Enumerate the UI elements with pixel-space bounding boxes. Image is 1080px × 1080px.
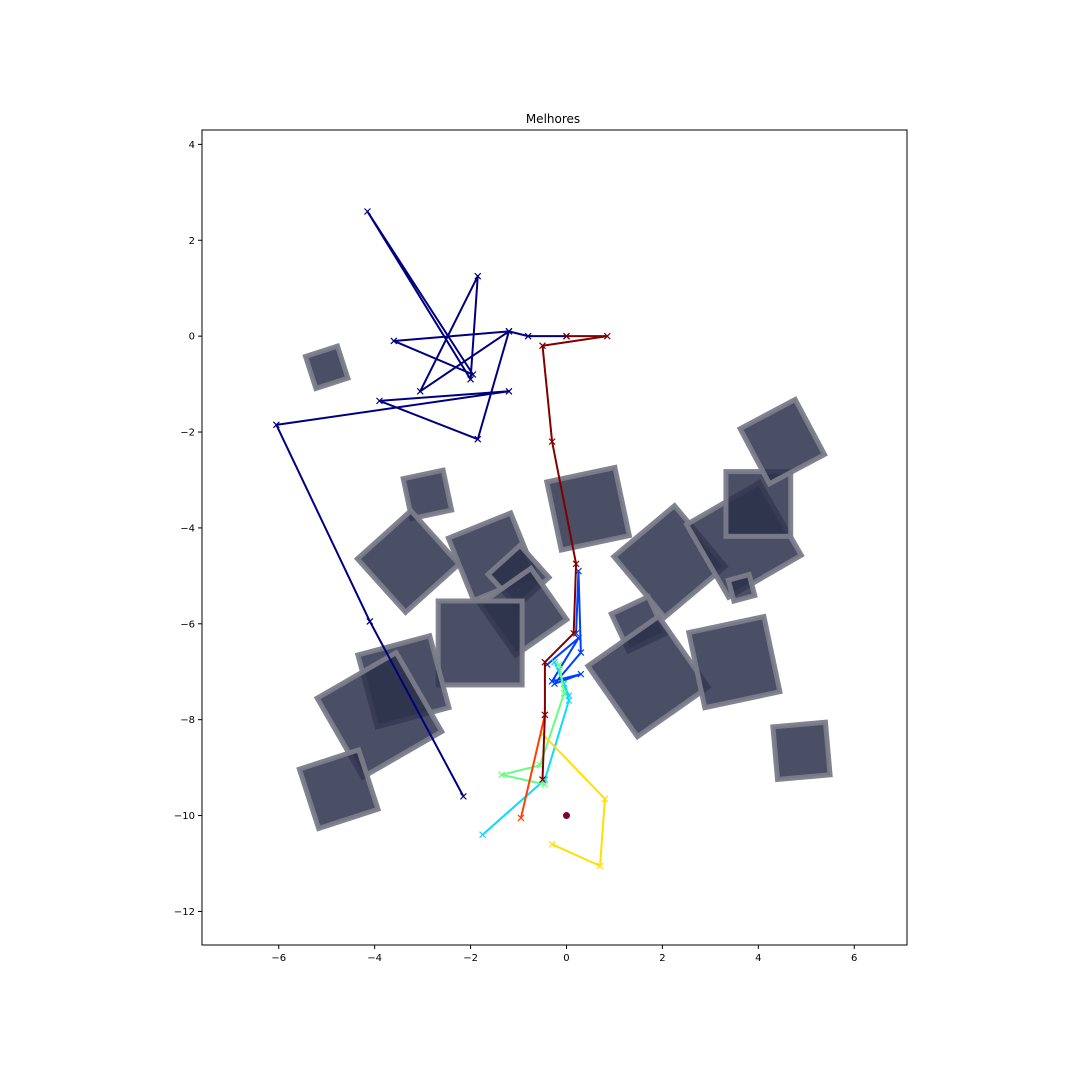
y-tick-label: −10 — [174, 811, 195, 822]
y-tick-label: −8 — [180, 715, 195, 726]
waypoint-marker-6-8 — [539, 776, 546, 784]
waypoint-marker-0-10 — [474, 435, 482, 443]
waypoint-marker-0-4 — [474, 272, 482, 280]
waypoint-marker-6-1 — [603, 332, 611, 340]
obstacle-square-12 — [725, 571, 758, 605]
waypoint-marker-2-3 — [565, 697, 573, 704]
x-tick-label: 4 — [755, 953, 761, 964]
waypoint-marker-0-6 — [364, 208, 371, 215]
obstacle-square-19 — [770, 719, 833, 783]
waypoint-marker-0-14 — [366, 617, 374, 625]
waypoint-marker-0-11 — [376, 397, 383, 405]
path-series-line-1 — [546, 570, 582, 685]
waypoint-marker-6-2 — [539, 342, 546, 350]
waypoint-marker-0-13 — [272, 421, 280, 429]
path-series-line-5 — [519, 714, 546, 819]
obstacle-square-17 — [313, 649, 446, 781]
waypoint-marker-0-1 — [524, 332, 532, 340]
obstacle-square-6 — [435, 598, 525, 688]
waypoint-marker-0-3 — [416, 387, 424, 395]
waypoint-marker-6-3 — [548, 438, 556, 446]
x-tick-label: 2 — [659, 953, 665, 964]
waypoint-marker-4-2 — [596, 862, 604, 870]
waypoint-marker-3-0 — [555, 661, 563, 668]
waypoint-marker-4-3 — [548, 840, 556, 848]
x-axis: −6 −4 −2 0 2 4 6 — [271, 945, 857, 964]
waypoint-marker-0-8 — [390, 337, 398, 345]
x-tick-label: −2 — [463, 953, 478, 964]
x-tick-label: −4 — [367, 953, 382, 964]
waypoint-marker-1-2 — [577, 649, 585, 656]
waypoint-marker-0-15 — [459, 792, 467, 800]
waypoint-marker-6-5 — [570, 629, 578, 637]
path-series-line-0 — [275, 210, 567, 797]
x-tick-label: 0 — [563, 953, 569, 964]
plot-content — [272, 208, 833, 870]
waypoint-marker-6-0 — [563, 332, 570, 340]
waypoint-marker-3-3 — [498, 771, 506, 779]
y-tick-label: 4 — [189, 140, 195, 151]
y-tick-label: −2 — [180, 428, 195, 439]
waypoint-marker-3-4 — [541, 780, 549, 788]
obstacle-square-0 — [302, 343, 351, 392]
waypoint-marker-1-4 — [577, 670, 585, 678]
obstacle-square-7 — [543, 464, 633, 553]
obstacle-square-18 — [296, 746, 382, 832]
obstacle-square-10 — [723, 469, 794, 539]
chart-title: Melhores — [526, 112, 580, 126]
waypoint-marker-6-7 — [541, 711, 549, 719]
waypoint-marker-2-5 — [479, 831, 486, 839]
y-tick-label: 2 — [189, 236, 195, 247]
obstacle-square-15 — [685, 613, 783, 711]
waypoint-marker-0-9 — [505, 327, 513, 335]
obstacle-square-1 — [400, 467, 455, 522]
waypoint-marker-6-6 — [541, 658, 549, 666]
x-tick-label: −6 — [271, 953, 286, 964]
waypoint-marker-6-4 — [572, 560, 580, 568]
waypoint-marker-4-1 — [601, 795, 609, 803]
waypoint-marker-0-12 — [505, 387, 513, 395]
obstacle-square-14 — [584, 612, 712, 741]
path-series-line-4 — [541, 733, 606, 867]
y-axis: −12 −10 −8 −6 −4 −2 0 2 4 — [174, 140, 202, 918]
goal-point — [562, 812, 570, 820]
obstacle-square-2 — [353, 507, 463, 616]
y-tick-label: −6 — [180, 619, 195, 630]
waypoint-marker-5-1 — [517, 814, 525, 822]
obstacle-square-11 — [736, 396, 828, 488]
waypoint-marker-3-1 — [560, 689, 568, 697]
waypoint-marker-0-7 — [469, 371, 477, 378]
y-tick-label: 0 — [189, 332, 195, 343]
waypoint-marker-0-5 — [467, 375, 474, 383]
y-tick-label: −12 — [174, 907, 195, 918]
y-tick-label: −4 — [180, 523, 195, 534]
plot-frame — [201, 129, 908, 946]
x-tick-label: 6 — [851, 953, 857, 964]
waypoint-marker-1-5 — [548, 677, 556, 685]
waypoint-marker-2-0 — [551, 658, 558, 666]
